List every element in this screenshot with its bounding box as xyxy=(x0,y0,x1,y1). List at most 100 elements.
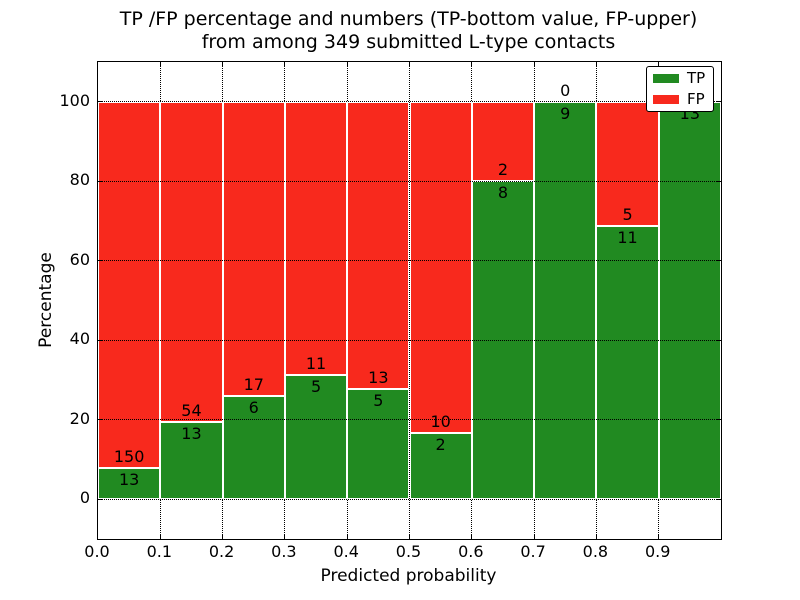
h-gridline xyxy=(98,498,721,500)
y-tick-mark xyxy=(98,260,102,262)
legend-item: FP xyxy=(647,89,713,109)
fp-count-label: 54 xyxy=(181,401,202,421)
plot-area: 1501354131761151351022809511013TPFP xyxy=(97,61,722,540)
y-tick-mark xyxy=(98,101,102,103)
fp-bar-segment xyxy=(409,101,472,433)
x-tick-mark xyxy=(409,62,410,66)
y-tick-label: 60 xyxy=(69,249,90,269)
tp-count-label: 6 xyxy=(248,397,259,417)
x-tick-mark xyxy=(284,535,286,539)
tp-bar-segment xyxy=(534,101,597,500)
legend-swatch-tp xyxy=(653,73,679,83)
y-tick-label: 0 xyxy=(79,488,90,508)
h-gridline xyxy=(98,339,721,341)
tp-count-label: 8 xyxy=(497,183,509,203)
x-tick-mark xyxy=(595,535,597,539)
tp-bar-segment xyxy=(160,422,223,500)
chart-title-line2: from among 349 submitted L-type contacts xyxy=(201,31,616,53)
y-tick-mark xyxy=(717,180,721,182)
tp-count-label: 9 xyxy=(560,103,571,123)
x-tick-label: 0.6 xyxy=(458,542,484,561)
chart-title-line1: TP /FP percentage and numbers (TP-bottom… xyxy=(119,8,698,30)
y-tick-mark xyxy=(717,260,721,262)
fp-count-label: 2 xyxy=(497,160,509,180)
legend-label: FP xyxy=(687,90,705,108)
tp-bar-segment xyxy=(98,467,161,500)
fp-bar-segment xyxy=(596,101,659,226)
y-tick-mark xyxy=(717,339,721,341)
x-tick-mark xyxy=(595,62,597,66)
tp-bar-segment xyxy=(658,101,721,500)
x-tick-mark xyxy=(658,62,660,66)
tp-count-label: 13 xyxy=(181,424,202,444)
legend-swatch-fp xyxy=(653,94,679,104)
h-gridline xyxy=(98,101,721,103)
x-tick-mark xyxy=(409,535,410,539)
tp-bar-segment xyxy=(347,388,410,500)
x-tick-mark xyxy=(346,62,348,66)
x-tick-label: 0.0 xyxy=(84,542,110,561)
y-tick-mark xyxy=(98,498,102,500)
y-tick-label: 40 xyxy=(69,329,90,349)
y-tick-mark xyxy=(98,339,102,341)
fp-count-label: 11 xyxy=(305,354,327,374)
x-tick-mark xyxy=(533,62,535,66)
y-tick-mark xyxy=(98,180,102,182)
y-tick-mark xyxy=(717,419,721,421)
fp-bar-segment xyxy=(160,101,223,423)
legend-label: TP xyxy=(687,69,706,87)
fp-count-label: 0 xyxy=(560,80,571,100)
x-axis-label: Predicted probability xyxy=(320,566,497,586)
chart-title: TP /FP percentage and numbers (TP-bottom… xyxy=(97,8,720,54)
legend: TP FP xyxy=(646,66,714,112)
y-tick-mark xyxy=(98,419,102,421)
x-tick-mark xyxy=(533,535,535,539)
x-tick-mark xyxy=(222,535,224,539)
tp-bar-segment xyxy=(596,225,659,500)
tp-count-label: 5 xyxy=(373,390,384,410)
tp-count-label: 13 xyxy=(118,469,140,489)
y-tick-label: 100 xyxy=(59,90,90,110)
fp-count-label: 10 xyxy=(430,412,451,431)
h-gridline xyxy=(98,419,721,421)
legend-item: TP xyxy=(647,68,713,88)
tp-bar-segment xyxy=(284,375,348,500)
y-tick-mark xyxy=(717,101,721,103)
fp-bar-segment xyxy=(471,101,535,182)
y-tick-label: 80 xyxy=(69,170,90,190)
x-tick-label: 0.8 xyxy=(582,542,609,561)
fp-bar-segment xyxy=(98,101,161,468)
fp-bar-segment xyxy=(222,101,285,396)
x-tick-mark xyxy=(284,62,286,66)
fp-count-label: 13 xyxy=(368,367,389,387)
fp-bar-segment xyxy=(284,101,348,376)
y-tick-mark xyxy=(717,498,721,500)
fp-count-label: 5 xyxy=(622,204,633,224)
x-tick-mark xyxy=(222,62,224,66)
x-tick-mark xyxy=(159,535,161,539)
fp-count-label: 150 xyxy=(113,446,145,466)
x-tick-label: 0.4 xyxy=(333,542,359,561)
x-tick-label: 0.7 xyxy=(520,542,546,561)
x-tick-mark xyxy=(471,62,473,66)
x-tick-mark xyxy=(471,535,473,539)
tp-count-label: 5 xyxy=(310,377,322,397)
x-tick-label: 0.3 xyxy=(271,542,297,561)
x-tick-mark xyxy=(346,535,348,539)
fp-count-label: 17 xyxy=(243,374,264,394)
fp-bar-segment xyxy=(347,101,410,389)
x-tick-label: 0.9 xyxy=(644,542,671,561)
tp-bar-segment xyxy=(409,433,472,500)
h-gridline xyxy=(98,180,721,182)
x-tick-label: 0.2 xyxy=(208,542,235,561)
x-tick-mark xyxy=(658,535,660,539)
tp-count-label: 11 xyxy=(617,227,638,247)
y-tick-label: 20 xyxy=(69,408,90,428)
tp-count-label: 2 xyxy=(435,435,446,454)
x-tick-label: 0.5 xyxy=(395,542,422,561)
tp-bar-segment xyxy=(222,395,285,500)
x-tick-mark xyxy=(159,62,161,66)
x-tick-label: 0.1 xyxy=(146,542,173,561)
h-gridline xyxy=(98,260,721,262)
